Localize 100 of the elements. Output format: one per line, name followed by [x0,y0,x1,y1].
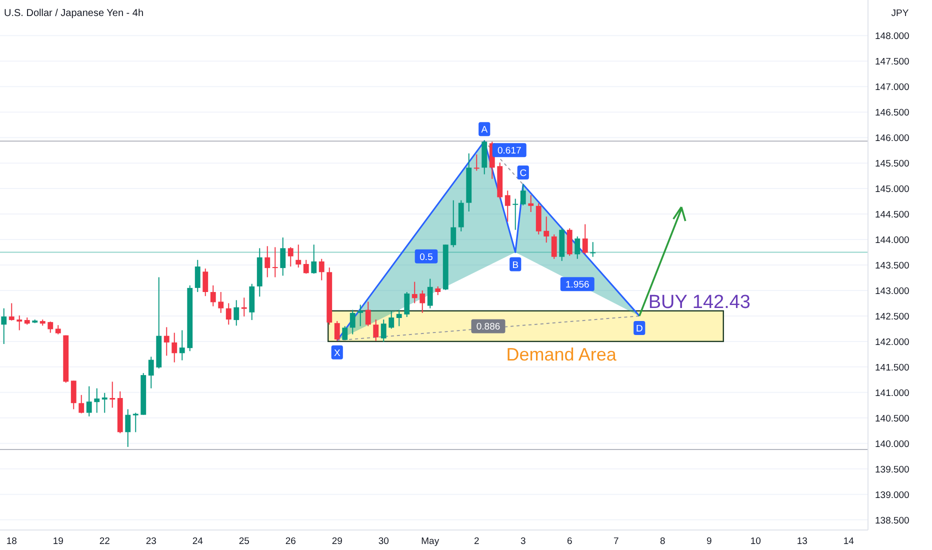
x-tick-label: 6 [566,536,572,547]
x-tick-label: 9 [706,536,712,547]
candlestick [264,246,270,278]
candlestick [350,309,356,335]
y-tick-label: 144.500 [875,210,910,221]
candlestick [388,310,394,330]
x-tick-label: 18 [6,536,17,547]
candlestick [16,314,22,331]
candlestick [55,324,61,335]
y-tick-label: 139.000 [875,490,910,501]
candlestick [404,292,410,318]
candlestick [110,381,116,408]
candlestick [504,190,510,222]
y-tick-label: 143.000 [875,286,910,297]
candlestick [342,326,348,340]
candlestick [226,302,232,326]
candlestick [396,309,402,327]
candlestick [590,242,596,258]
y-tick-label: 144.000 [875,235,910,246]
candlestick [365,301,371,327]
candlestick [450,200,456,248]
x-tick-label: 30 [378,536,389,547]
y-tick-label: 138.500 [875,515,910,526]
candlestick [582,224,588,255]
annotation: B [512,260,519,271]
candlestick [102,392,108,414]
candlestick [420,290,426,314]
y-tick-label: 146.500 [875,108,910,119]
candlestick [125,408,131,448]
annotation: 1.956 [565,280,590,291]
x-tick-label: 26 [285,536,296,547]
candlestick [202,268,208,297]
y-tick-label: 141.500 [875,362,910,374]
x-tick-label: 25 [238,536,250,547]
candlestick [373,319,379,342]
y-tick-label: 145.000 [875,184,910,196]
y-tick-label: 139.500 [875,464,910,476]
candlestick [474,154,480,172]
y-tick-label: 145.500 [875,158,910,170]
annotation: BUY 142.43 [648,292,750,313]
candlestick [234,300,240,326]
candlestick [86,386,92,417]
candlestick [148,356,154,389]
candlestick [551,234,557,260]
x-tick-label: 14 [843,536,854,547]
candlestick [241,297,247,317]
y-tick-label: 142.000 [875,336,910,348]
x-tick-label: 24 [192,536,203,547]
y-tick-label: 140.500 [875,413,910,424]
x-tick-label: 13 [796,536,808,547]
candlestick [528,194,534,212]
candlestick [1,308,7,344]
annotation: 0.5 [420,252,433,263]
x-tick-label: 2 [474,536,480,547]
y-tick-label: 148.000 [875,31,910,42]
x-tick-label: 23 [146,536,156,547]
candlestick [8,302,14,322]
annotation: X [334,348,341,359]
x-tick-label: 7 [613,536,619,547]
candlestick [311,244,317,274]
candlestick [78,394,84,414]
candlestick [427,278,433,309]
candlestick [334,320,340,342]
x-tick-label: 29 [332,536,342,547]
y-tick-label: 140.000 [875,438,910,450]
candlestick [272,246,278,278]
annotation: 0.617 [497,146,522,157]
candlestick [512,198,518,230]
x-tick-label: 3 [520,536,526,547]
candlestick [544,216,550,244]
candlestick [296,244,302,268]
x-tick-label: May [421,536,440,547]
candlestick [48,321,54,334]
candlestick [132,412,138,433]
candlestick [70,380,76,410]
band-label: Demand Area [506,344,618,364]
candlestick [218,292,224,314]
candlestick [172,332,178,363]
x-tick-label: 10 [750,536,761,547]
candlestick [94,388,100,414]
x-tick-label: 8 [660,536,666,547]
y-tick-label: 142.500 [875,311,910,322]
text: U.S. Dollar / Japanese Yen - 4h [4,8,144,19]
y-axis-title: JPY [891,8,910,19]
candlestick [288,246,294,268]
annotation: C [520,168,527,179]
candlestick [280,236,286,276]
candlestick [303,259,309,274]
x-tick-label: 19 [52,536,64,547]
candlestick [194,259,200,293]
y-tick-label: 147.000 [875,82,910,94]
x-tick-label: 22 [99,536,110,547]
candlestick [179,330,185,361]
candlestick [520,183,526,206]
candlestick [412,281,418,304]
candlestick [574,236,580,260]
candlestick [358,304,364,327]
annotation: 0.886 [476,322,500,333]
y-tick-label: 146.000 [875,133,910,144]
candlestick [380,319,386,342]
